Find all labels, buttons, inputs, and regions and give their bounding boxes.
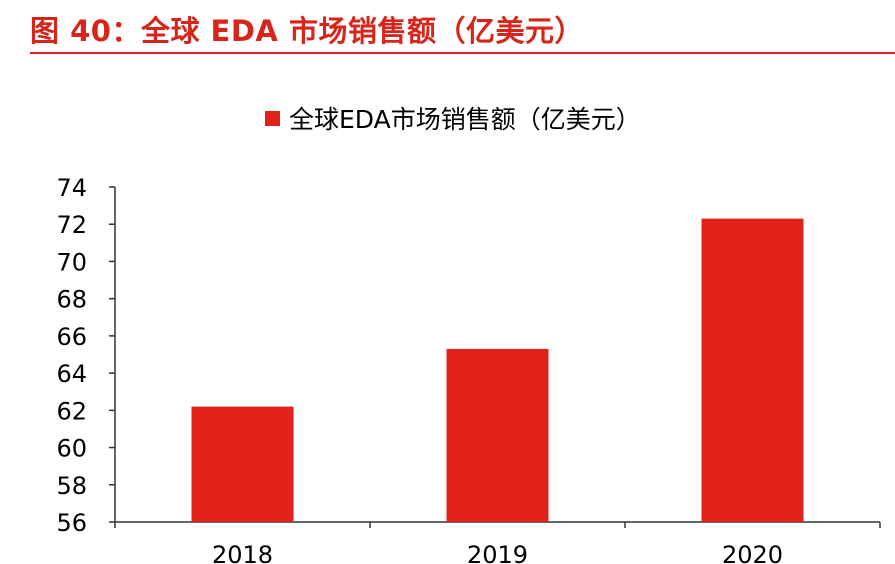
y-tick-label: 58: [56, 472, 87, 500]
title-divider: [30, 52, 895, 54]
figure-title: 图 40：全球 EDA 市场销售额（亿美元）: [30, 14, 584, 48]
y-tick-label: 74: [56, 174, 87, 202]
y-tick-label: 70: [56, 248, 87, 276]
y-tick-label: 68: [56, 286, 87, 314]
bar-2020: [701, 218, 804, 522]
y-axis: 56 58 60 62 64 66 68 70 72 74: [56, 174, 116, 537]
y-tick-label: 72: [56, 211, 87, 239]
y-tick-label: 66: [56, 323, 87, 351]
legend-swatch: [265, 111, 280, 126]
y-tick-label: 60: [56, 435, 87, 463]
bars: [191, 218, 804, 522]
legend: 全球EDA市场销售额（亿美元）: [265, 105, 641, 134]
x-axis: 2018 2019 2020: [114, 521, 881, 564]
x-tick-label: 2019: [467, 541, 528, 564]
y-tick-label: 62: [56, 397, 87, 425]
y-tick-label: 56: [56, 509, 87, 537]
y-tick-label: 64: [56, 360, 87, 388]
legend-label: 全球EDA市场销售额（亿美元）: [289, 105, 641, 134]
x-tick-label: 2018: [212, 541, 273, 564]
bar-2019: [446, 348, 549, 522]
x-tick-label: 2020: [722, 541, 783, 564]
bar-2018: [191, 406, 294, 522]
